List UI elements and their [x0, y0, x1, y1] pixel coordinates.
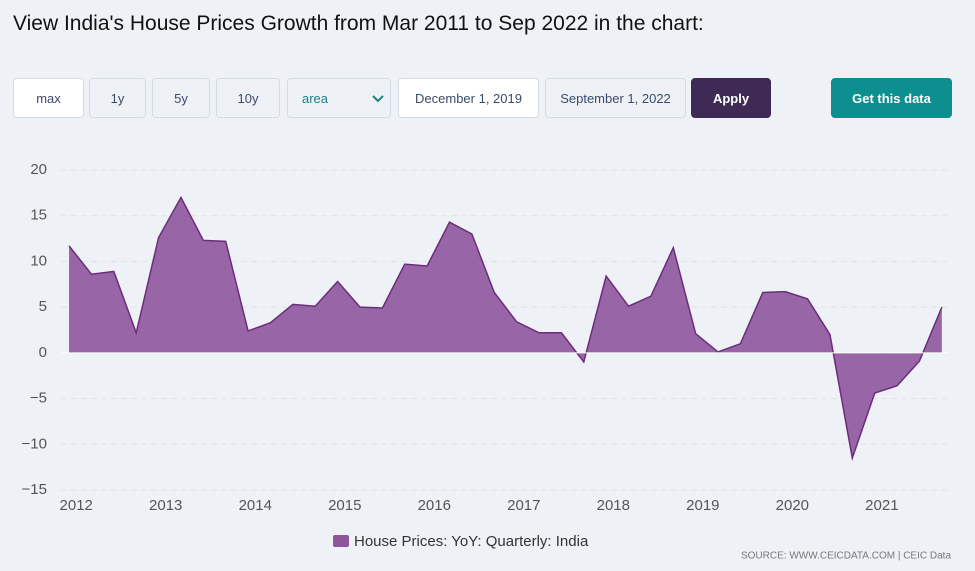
x-tick-label: 2013 [149, 497, 182, 514]
line [68, 195, 943, 461]
x-tick-label: 2012 [60, 497, 93, 514]
page-title: View India's House Prices Growth from Ma… [13, 12, 704, 35]
start-date-input[interactable]: December 1, 2019 [398, 78, 539, 118]
x-tick-label: 2017 [507, 497, 540, 514]
chart-type-select[interactable]: area [287, 78, 391, 118]
y-tick-label: −5 [30, 390, 47, 407]
y-tick-label: −10 [22, 435, 47, 452]
y-tick-label: 5 [39, 298, 47, 315]
x-tick-label: 2018 [597, 497, 630, 514]
x-tick-label: 2016 [418, 497, 451, 514]
area [69, 197, 942, 458]
get-data-button[interactable]: Get this data [831, 78, 952, 118]
range-button[interactable]: 10y [216, 78, 280, 118]
y-tick-label: 15 [30, 207, 47, 224]
x-tick-label: 2021 [865, 497, 898, 514]
legend-label: House Prices: YoY: Quarterly: India [354, 533, 589, 550]
x-tick-label: 2020 [776, 497, 809, 514]
x-tick-label: 2019 [686, 497, 719, 514]
end-date-input[interactable]: September 1, 2022 [545, 78, 686, 118]
source: SOURCE: WWW.CEICDATA.COM | CEIC Data [741, 551, 951, 562]
y-tick-label: 20 [30, 161, 47, 178]
apply-button[interactable]: Apply [691, 78, 771, 118]
range-button[interactable]: 1y [89, 78, 146, 118]
chevron [372, 95, 384, 103]
legend-swatch [333, 535, 349, 547]
range-button[interactable]: 5y [152, 78, 210, 118]
select-value: area [302, 90, 329, 106]
x-tick-label: 2015 [328, 497, 361, 514]
x-tick-label: 2014 [239, 497, 272, 514]
range-button[interactable]: max [13, 78, 84, 118]
y-tick-label: 0 [39, 344, 47, 361]
y-tick-label: 10 [30, 252, 47, 269]
y-tick-label: −15 [22, 481, 47, 498]
